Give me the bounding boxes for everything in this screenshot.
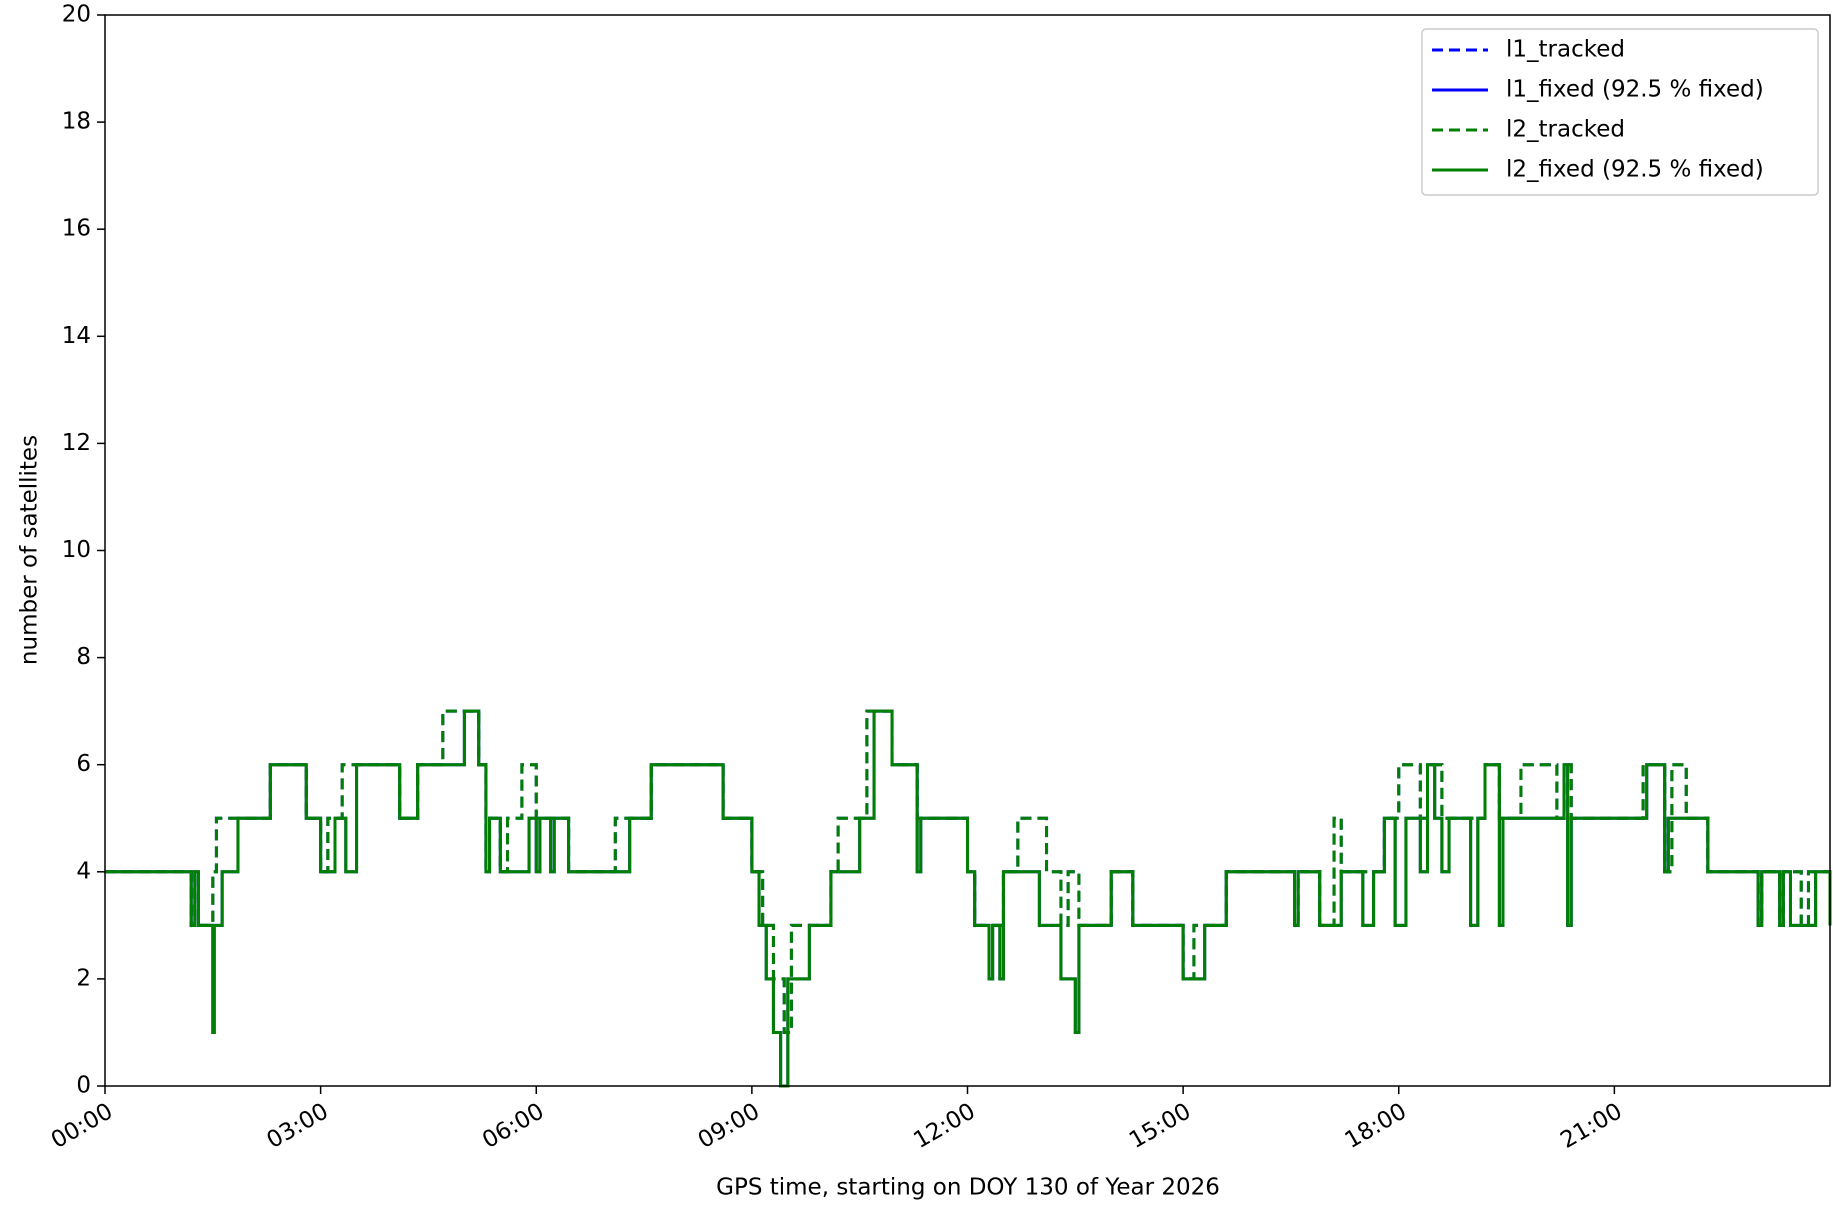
y-tick-label: 6 xyxy=(76,751,91,777)
y-tick-label: 12 xyxy=(62,430,91,456)
legend-label: l2_fixed (92.5 % fixed) xyxy=(1506,157,1764,183)
legend-label: l1_fixed (92.5 % fixed) xyxy=(1506,77,1764,103)
x-axis-label: GPS time, starting on DOY 130 of Year 20… xyxy=(716,1175,1220,1201)
y-tick-label: 0 xyxy=(76,1073,91,1099)
y-tick-label: 8 xyxy=(76,644,91,670)
x-tick-label: 18:00 xyxy=(1341,1098,1411,1154)
x-tick-label: 06:00 xyxy=(478,1098,548,1154)
x-tick-label: 15:00 xyxy=(1125,1098,1195,1154)
y-tick-label: 16 xyxy=(62,216,91,242)
y-tick-label: 14 xyxy=(62,323,91,349)
x-tick-label: 03:00 xyxy=(262,1098,332,1154)
x-tick-label: 12:00 xyxy=(909,1098,979,1154)
legend-label: l1_tracked xyxy=(1506,37,1625,63)
y-tick-label: 10 xyxy=(62,537,91,563)
x-tick-label: 09:00 xyxy=(694,1098,764,1154)
legend-label: l2_tracked xyxy=(1506,117,1625,143)
y-axis-label: number of satellites xyxy=(17,435,43,665)
plot-frame xyxy=(104,14,1831,1087)
y-tick-label: 4 xyxy=(76,858,91,884)
y-tick-label: 20 xyxy=(62,2,91,28)
series-line xyxy=(105,709,1832,1088)
y-tick-label: 2 xyxy=(76,965,91,991)
y-tick-label: 18 xyxy=(62,109,91,135)
x-tick-label: 00:00 xyxy=(47,1098,117,1154)
x-tick-label: 21:00 xyxy=(1556,1098,1626,1154)
legend-box xyxy=(1421,28,1819,196)
